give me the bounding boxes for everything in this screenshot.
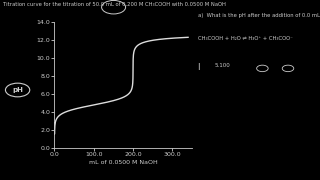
Text: I: I (197, 63, 200, 72)
Text: a)  What is the pH after the addition of 0.0 mL of NaOH?: a) What is the pH after the addition of … (198, 13, 320, 18)
Text: pH: pH (12, 87, 23, 93)
X-axis label: mL of 0.0500 M NaOH: mL of 0.0500 M NaOH (89, 159, 157, 165)
Text: CH₃COOH + H₂O ⇌ H₃O⁺ + CH₃COO⁻: CH₃COOH + H₂O ⇌ H₃O⁺ + CH₃COO⁻ (198, 36, 293, 41)
Text: Titration curve for the titration of 50.0 mL of 0.200 M CH₃COOH with 0.0500 M Na: Titration curve for the titration of 50.… (3, 2, 226, 7)
Text: 5.100: 5.100 (214, 63, 230, 68)
